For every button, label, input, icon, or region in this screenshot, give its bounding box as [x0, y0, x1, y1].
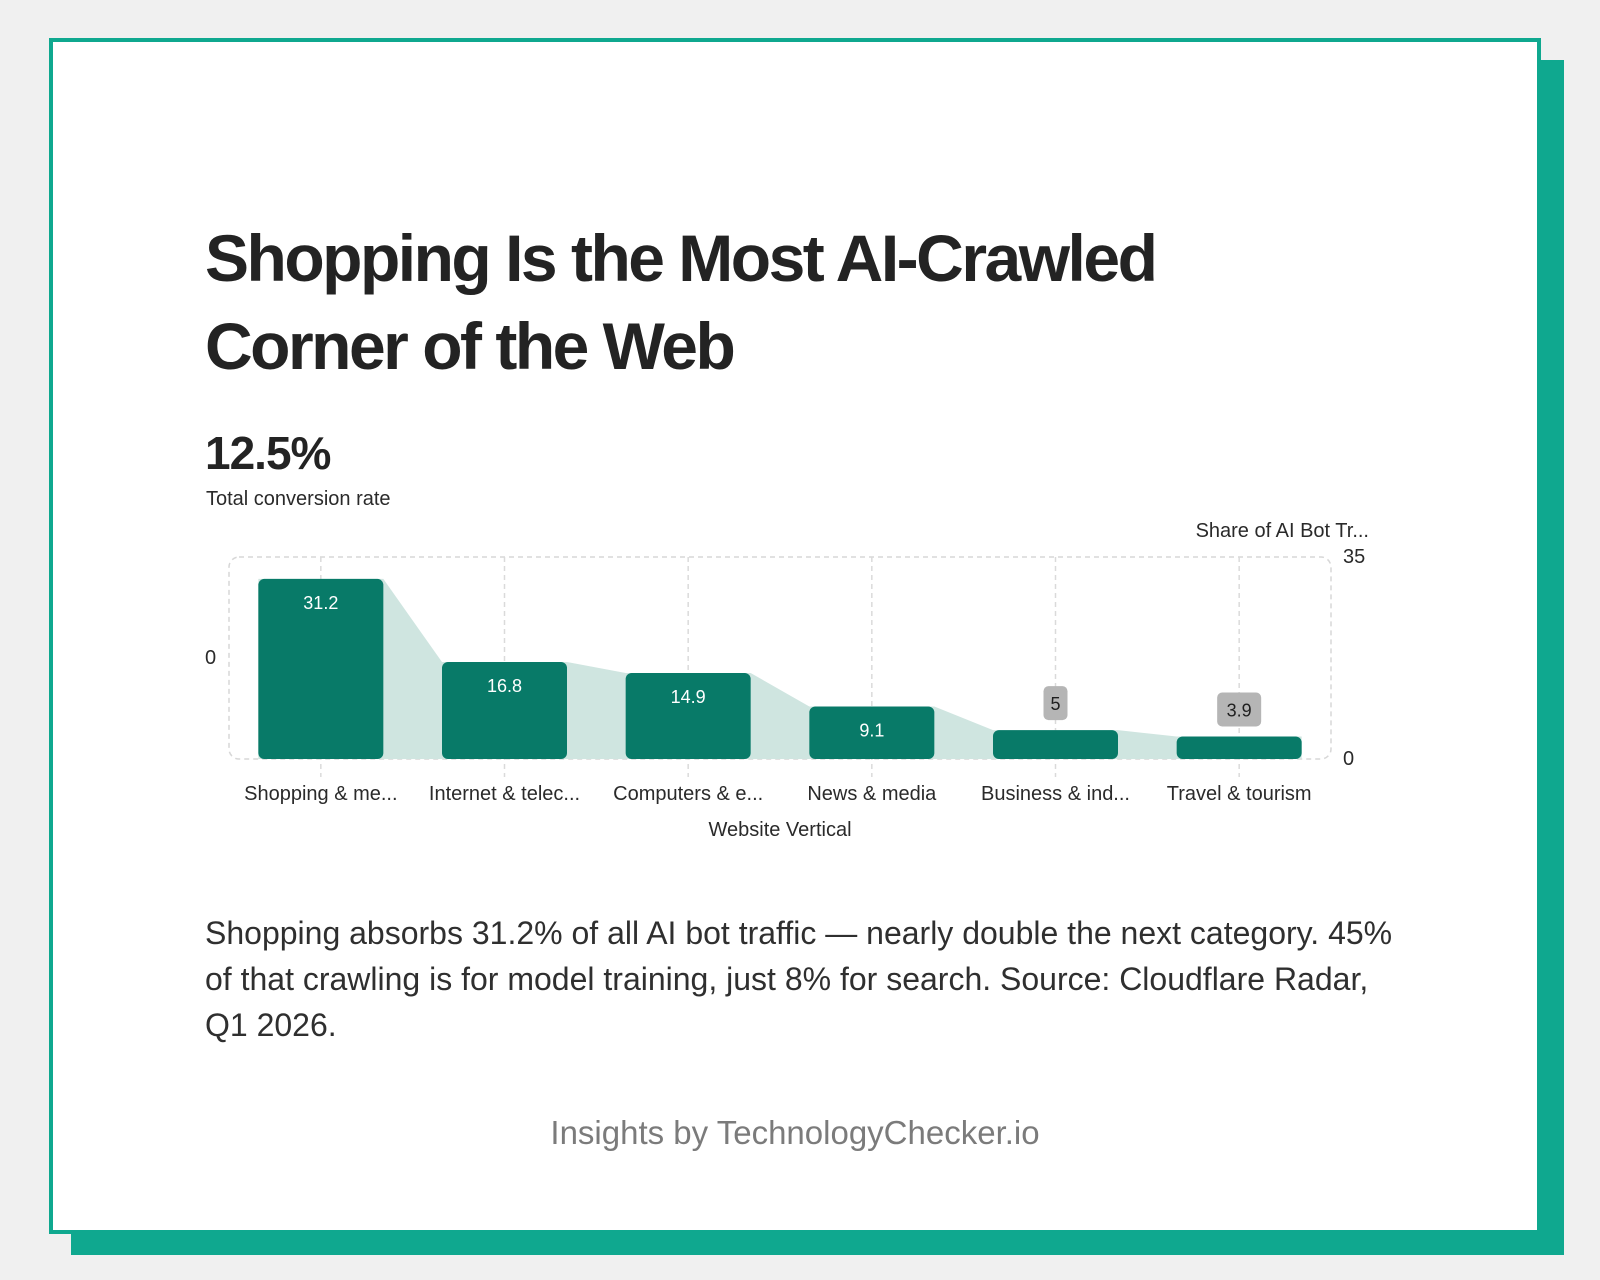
footer-credit: Insights by TechnologyChecker.io — [550, 1114, 1040, 1151]
bar-value-label: 9.1 — [859, 720, 884, 740]
bar — [1176, 736, 1302, 759]
bar-chart: 31.2 16.8 14.9 9.1 5 3.9 Shopping & me... Inter… — [205, 520, 1369, 841]
bar-value-label: 5 — [1050, 694, 1060, 714]
x-tick-label: Travel & tourism — [1167, 783, 1312, 805]
headline: Shopping Is the Most AI-Crawled Corner o… — [205, 221, 1158, 383]
bar — [442, 662, 567, 759]
bar-value-label: 16.8 — [487, 676, 522, 696]
y-tick-label: 0 — [1343, 748, 1354, 770]
bar — [258, 578, 384, 759]
x-tick-label: Internet & telec... — [429, 783, 580, 805]
x-tick-label: Shopping & me... — [244, 783, 397, 805]
bar — [625, 673, 751, 759]
value-label-box — [1217, 692, 1262, 727]
y-tick-label: 35 — [1343, 546, 1365, 568]
bar — [809, 706, 935, 759]
x-axis-title: Website Vertical — [708, 819, 851, 841]
y-axis-title: Share of AI Bot Tr... — [1196, 520, 1369, 542]
connecting-area — [258, 578, 1302, 759]
insight-card: Shopping Is the Most AI-Crawled Corner o… — [49, 38, 1541, 1234]
bar-value-label: 3.9 — [1227, 700, 1252, 720]
x-tick-label: Business & ind... — [981, 783, 1130, 805]
value-label-box — [1043, 686, 1068, 721]
x-tick-label: Computers & e... — [613, 783, 763, 805]
kpi-value: 12.5% — [205, 427, 331, 479]
bar — [993, 730, 1118, 759]
left-tick-label: 0 — [205, 647, 216, 669]
bar-value-label: 14.9 — [671, 687, 706, 707]
caption: Shopping absorbs 31.2% of all AI bot tra… — [205, 915, 1393, 1043]
x-tick-label: News & media — [807, 783, 937, 805]
kpi-label: Total conversion rate — [206, 488, 391, 510]
bar-value-label: 31.2 — [303, 593, 338, 613]
